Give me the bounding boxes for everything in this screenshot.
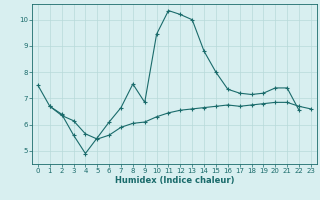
X-axis label: Humidex (Indice chaleur): Humidex (Indice chaleur) xyxy=(115,176,234,185)
